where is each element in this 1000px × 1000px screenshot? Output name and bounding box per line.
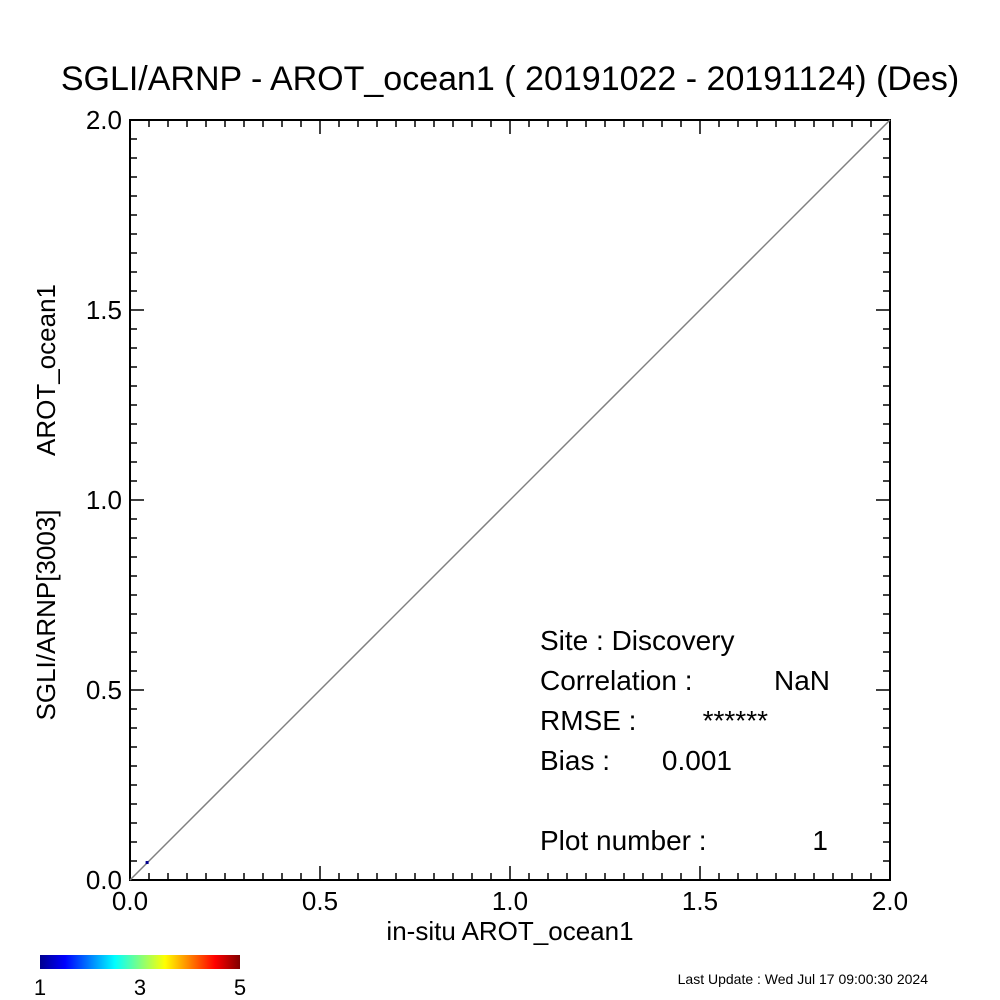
y-axis-label: SGLI/ARNP[3003] AROT_ocean1 — [31, 284, 61, 720]
last-update-text: Last Update : Wed Jul 17 09:00:30 2024 — [678, 971, 929, 987]
stat-value: 0.001 — [662, 745, 732, 776]
one-to-one-line — [129, 119, 891, 881]
data-point — [145, 861, 149, 865]
x-tick-label: 0.5 — [302, 886, 338, 916]
y-tick-label: 2.0 — [86, 105, 122, 135]
stat-label: Bias : — [540, 745, 610, 776]
y-tick-labels: 0.0 0.5 1.0 1.5 2.0 — [86, 105, 122, 895]
stat-value: ****** — [703, 705, 768, 736]
stat-label: Correlation : — [540, 665, 693, 696]
data-points — [145, 861, 149, 865]
y-tick-label: 1.5 — [86, 295, 122, 325]
colorbar: 1 3 5 — [34, 955, 246, 1000]
x-tick-label: 0.0 — [112, 886, 148, 916]
x-tick-label: 2.0 — [872, 886, 908, 916]
stats-block: Site : Discovery Correlation : NaN RMSE : **… — [540, 625, 830, 856]
y-axis-label-line-1: SGLI/ARNP[3003] — [31, 510, 61, 721]
colorbar-min-label: 1 — [34, 975, 46, 1000]
axis-ticks — [129, 119, 891, 881]
y-tick-label: 0.0 — [86, 865, 122, 895]
x-tick-label: 1.5 — [682, 886, 718, 916]
colorbar-max-label: 5 — [234, 975, 246, 1000]
stat-label: Site : Discovery — [540, 625, 735, 656]
stat-label: Plot number : — [540, 825, 707, 856]
colorbar-gradient — [40, 955, 240, 969]
x-tick-label: 1.0 — [492, 886, 528, 916]
y-tick-label: 1.0 — [86, 485, 122, 515]
stat-value: 1 — [812, 825, 828, 856]
plot-area — [129, 119, 891, 881]
stat-value: NaN — [774, 665, 830, 696]
stat-label: RMSE : — [540, 705, 636, 736]
x-axis-label: in-situ AROT_ocean1 — [386, 916, 633, 946]
y-tick-label: 0.5 — [86, 675, 122, 705]
x-tick-labels: 0.0 0.5 1.0 1.5 2.0 — [112, 886, 908, 916]
chart-title: SGLI/ARNP - AROT_ocean1 ( 20191022 - 201… — [61, 60, 959, 98]
y-axis-label-line-2: AROT_ocean1 — [31, 284, 61, 456]
colorbar-mid-label: 3 — [134, 975, 146, 1000]
